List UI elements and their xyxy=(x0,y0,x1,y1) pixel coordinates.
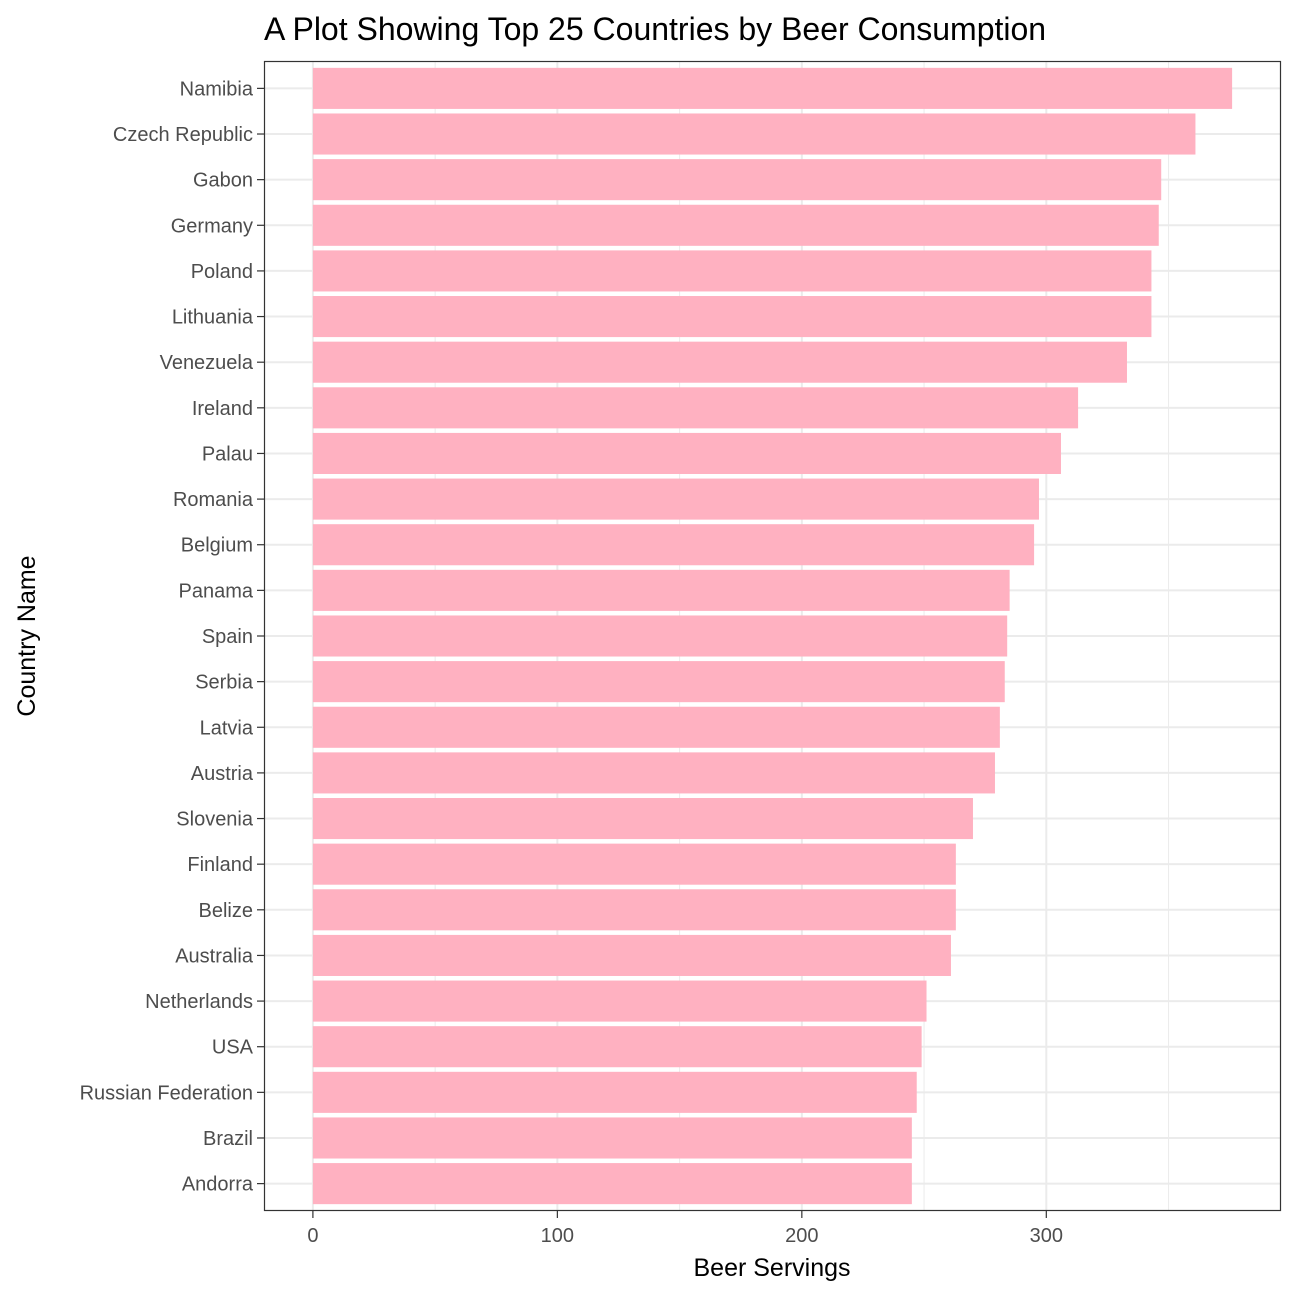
bar xyxy=(312,296,1152,338)
y-tick-label: Venezuela xyxy=(160,352,254,374)
bar xyxy=(312,569,1010,611)
chart-title: A Plot Showing Top 25 Countries by Beer … xyxy=(264,11,1046,47)
bar xyxy=(312,113,1196,155)
bar xyxy=(312,889,956,931)
bar xyxy=(312,524,1035,566)
x-tick-label: 200 xyxy=(785,1225,818,1247)
y-tick-label: Latvia xyxy=(200,717,254,739)
y-tick-label: Australia xyxy=(175,945,254,967)
y-tick-label: Andorra xyxy=(182,1174,254,1196)
bar xyxy=(312,706,1000,748)
bar xyxy=(312,752,995,794)
x-axis-title: Beer Servings xyxy=(693,1254,850,1282)
y-axis-title: Country Name xyxy=(13,555,41,716)
y-axis: Namibia Czech Republic Gabon Germany Poland L… xyxy=(80,78,264,1196)
y-tick-label: Austria xyxy=(191,763,254,785)
bar xyxy=(312,341,1127,383)
bar xyxy=(312,204,1159,246)
bar xyxy=(312,250,1152,292)
y-tick-label: Belgium xyxy=(181,535,253,557)
y-tick-label: Palau xyxy=(202,443,253,465)
bar xyxy=(312,934,951,976)
y-tick-label: Panama xyxy=(179,580,254,602)
y-tick-label: Germany xyxy=(171,215,253,237)
bar xyxy=(312,615,1008,657)
y-tick-label: Brazil xyxy=(203,1128,253,1150)
bar xyxy=(312,67,1233,109)
y-tick-label: Russian Federation xyxy=(80,1082,253,1104)
bar xyxy=(312,843,956,885)
y-tick-label: Finland xyxy=(187,854,253,876)
y-tick-label: Romania xyxy=(173,489,254,511)
bar xyxy=(312,1117,912,1159)
y-tick-label: Czech Republic xyxy=(113,124,253,146)
bar xyxy=(312,980,927,1022)
y-tick-label: Ireland xyxy=(192,398,253,420)
y-tick-label: Lithuania xyxy=(172,307,254,329)
bar xyxy=(312,798,973,840)
bar xyxy=(312,1163,912,1205)
y-tick-label: Belize xyxy=(199,900,253,922)
x-axis: 0 100 200 300 xyxy=(307,1211,1063,1247)
y-tick-label: Slovenia xyxy=(176,809,254,831)
plot-border xyxy=(263,60,1282,1212)
y-tick-label: USA xyxy=(212,1037,254,1059)
y-tick-label: Spain xyxy=(202,626,253,648)
bar xyxy=(312,661,1005,703)
x-tick-label: 100 xyxy=(541,1225,574,1247)
bar xyxy=(312,159,1162,201)
bars xyxy=(312,67,1233,1205)
x-tick-label: 300 xyxy=(1030,1225,1063,1247)
y-tick-label: Gabon xyxy=(193,170,253,192)
y-tick-label: Serbia xyxy=(195,672,254,694)
y-tick-label: Netherlands xyxy=(145,991,253,1013)
bar xyxy=(312,478,1039,520)
y-tick-label: Namibia xyxy=(180,78,254,100)
bar xyxy=(312,432,1061,474)
bar xyxy=(312,1071,917,1113)
bar xyxy=(312,387,1079,429)
bar xyxy=(312,1026,922,1068)
x-tick-label: 0 xyxy=(307,1225,318,1247)
y-tick-label: Poland xyxy=(191,261,253,283)
